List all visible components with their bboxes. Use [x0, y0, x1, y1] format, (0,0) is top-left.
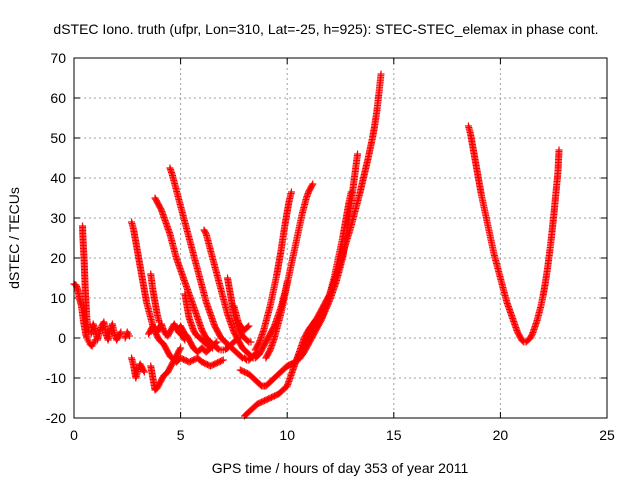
data-point — [177, 344, 185, 352]
x-tick-label: 5 — [177, 427, 185, 443]
data-point — [287, 188, 295, 196]
series-arc-9 — [147, 270, 163, 326]
y-tick-label: 10 — [50, 290, 66, 306]
data-point — [213, 338, 221, 346]
chart-title: dSTEC Iono. truth (ufpr, Lon=310, Lat=-2… — [53, 21, 598, 37]
series-arc-7 — [147, 344, 185, 394]
series-arc-4 — [121, 328, 133, 342]
data-point — [212, 339, 220, 347]
y-tick-label: 0 — [58, 330, 66, 346]
axis-ticks: 0 5 10 15 20 25 -20 -10 0 10 20 30 40 50 60 70 — [46, 50, 615, 443]
series-arc-21 — [283, 150, 362, 370]
x-axis-label: GPS time / hours of day 353 of year 2011 — [212, 460, 469, 476]
data-point — [155, 318, 163, 326]
data-point — [244, 323, 252, 331]
y-tick-label: -10 — [46, 370, 66, 386]
y-tick-label: -20 — [46, 410, 66, 426]
series-arc-15 — [224, 274, 255, 346]
x-tick-label: 10 — [279, 427, 295, 443]
series-arc-2 — [79, 222, 93, 336]
data-point — [117, 328, 125, 336]
y-tick-label: 50 — [50, 130, 66, 146]
series-arc-11 — [166, 164, 261, 364]
data-point — [377, 70, 385, 78]
data-point — [219, 356, 227, 364]
data-point — [140, 368, 148, 376]
y-tick-label: 30 — [50, 210, 66, 226]
series-arc-8 — [145, 320, 189, 344]
x-tick-label: 0 — [70, 427, 78, 443]
y-tick-label: 20 — [50, 250, 66, 266]
x-tick-label: 20 — [493, 427, 509, 443]
data-point — [116, 329, 124, 337]
data-point — [125, 332, 133, 340]
y-tick-label: 40 — [50, 170, 66, 186]
data-point — [176, 345, 184, 353]
data-point — [247, 338, 255, 346]
data-point — [140, 367, 148, 375]
data-point — [309, 180, 317, 188]
data-point — [354, 150, 362, 158]
data-point — [203, 341, 211, 349]
data-point — [245, 322, 253, 330]
data-point — [308, 181, 316, 189]
data-point — [555, 146, 563, 154]
series-arc-10 — [151, 194, 242, 354]
plot-frame — [73, 57, 608, 419]
series-arc-6 — [128, 354, 148, 382]
x-tick-label: 25 — [599, 427, 615, 443]
series-arc-13 — [181, 290, 217, 352]
y-axis-label: dSTEC / TECUs — [6, 187, 22, 289]
data-point — [218, 357, 226, 365]
series-arc-20 — [251, 188, 295, 354]
series-arc-16 — [230, 302, 253, 334]
x-tick-label: 15 — [386, 427, 402, 443]
data-point — [244, 337, 252, 345]
data-point — [208, 343, 216, 351]
series-arc-19 — [262, 180, 317, 362]
series-arc-3 — [87, 318, 125, 344]
series-arc-22 — [464, 122, 563, 346]
data-point — [209, 344, 217, 352]
y-tick-label: 60 — [50, 90, 66, 106]
y-tick-label: 70 — [50, 50, 66, 66]
data-marks — [70, 70, 563, 420]
data-point — [237, 353, 245, 361]
series-arc-14 — [200, 226, 291, 362]
